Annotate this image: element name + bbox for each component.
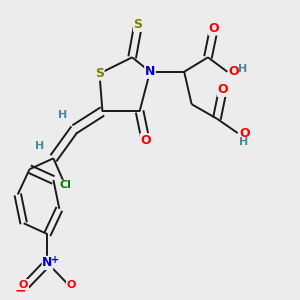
Text: O: O — [208, 22, 219, 35]
Text: O: O — [19, 280, 28, 290]
Text: −: − — [14, 283, 26, 297]
Text: Cl: Cl — [59, 180, 71, 190]
Text: O: O — [67, 280, 76, 290]
Text: H: H — [35, 141, 45, 151]
Text: N: N — [42, 256, 52, 269]
Text: S: S — [134, 18, 142, 31]
Text: H: H — [58, 110, 67, 120]
Text: S: S — [95, 67, 104, 80]
Text: H: H — [239, 137, 248, 147]
Text: O: O — [229, 65, 239, 78]
Text: O: O — [140, 134, 151, 147]
Text: N: N — [145, 65, 155, 78]
Text: O: O — [239, 127, 250, 140]
Text: +: + — [51, 255, 59, 265]
Text: H: H — [238, 64, 247, 74]
Text: O: O — [218, 83, 228, 96]
